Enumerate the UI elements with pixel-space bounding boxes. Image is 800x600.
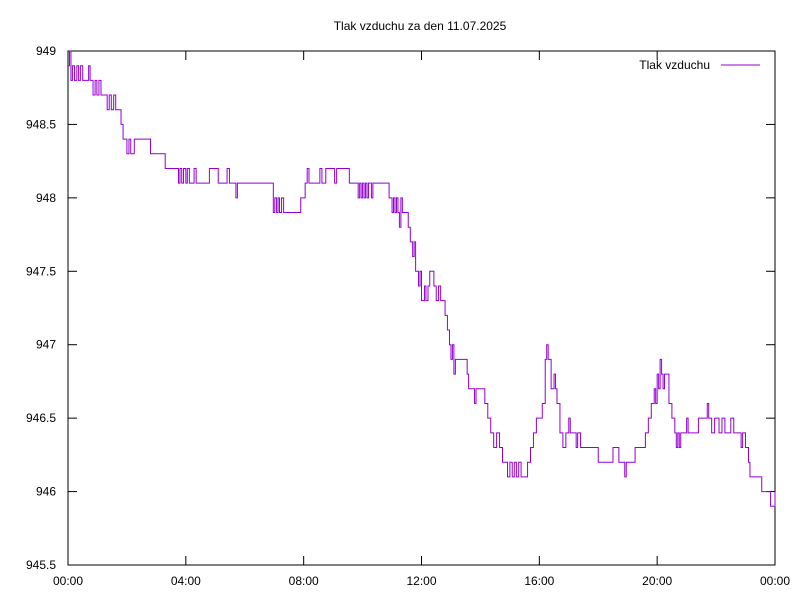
y-tick-label: 946 — [36, 485, 56, 499]
x-tick-label: 04:00 — [171, 574, 201, 588]
y-tick-label: 947 — [36, 338, 56, 352]
y-tick-label: 947.5 — [26, 264, 56, 278]
x-tick-label: 12:00 — [406, 574, 436, 588]
axes-layer: 945.5 946 946.5 947 947.5 948 948.5 949 00:00 04:… — [26, 44, 790, 588]
x-tick-label: 16:00 — [524, 574, 554, 588]
legend: Tlak vzduchu — [639, 58, 760, 72]
x-tick-label: 08:00 — [289, 574, 319, 588]
y-tick-label: 945.5 — [26, 558, 56, 572]
x-tick-label: 20:00 — [642, 574, 672, 588]
y-tick-label: 946.5 — [26, 411, 56, 425]
series-layer — [68, 50, 776, 507]
y-tick-label: 949 — [36, 44, 56, 58]
y-tick-label: 948 — [36, 191, 56, 205]
y-tick-label: 948.5 — [26, 117, 56, 131]
series-line — [68, 50, 776, 507]
legend-label: Tlak vzduchu — [639, 58, 710, 72]
chart-title: Tlak vzduchu za den 11.07.2025 — [334, 19, 507, 33]
x-tick-label: 00:00 — [53, 574, 83, 588]
x-tick-label: 00:00 — [760, 574, 790, 588]
